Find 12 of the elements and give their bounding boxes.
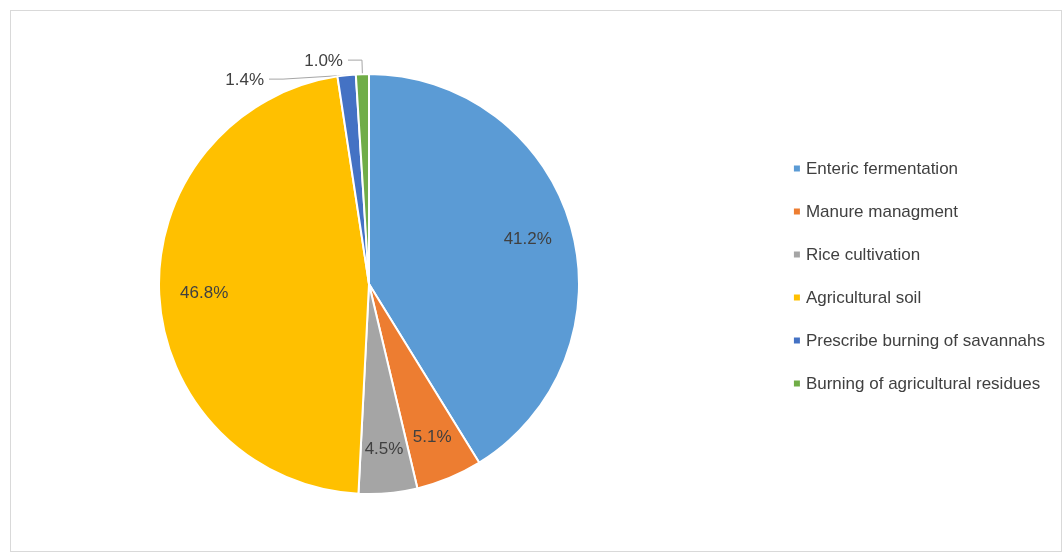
data-label: 41.2% xyxy=(503,229,552,249)
legend-label: Rice cultivation xyxy=(805,245,921,264)
legend-label: Manure managment xyxy=(805,202,959,221)
data-label: 5.1% xyxy=(412,426,452,446)
data-label: 1.0% xyxy=(304,50,343,70)
legend-label: Agricultural soil xyxy=(805,288,922,307)
data-label: 4.5% xyxy=(364,438,404,458)
legend-label: Enteric fermentation xyxy=(805,159,959,178)
data-label: 1.4% xyxy=(225,69,265,89)
data-label: 46.8% xyxy=(180,282,229,302)
legend-label: Prescribe burning of savannahs xyxy=(805,331,1046,350)
legend-label: Burning of agricultural residues xyxy=(805,374,1041,393)
